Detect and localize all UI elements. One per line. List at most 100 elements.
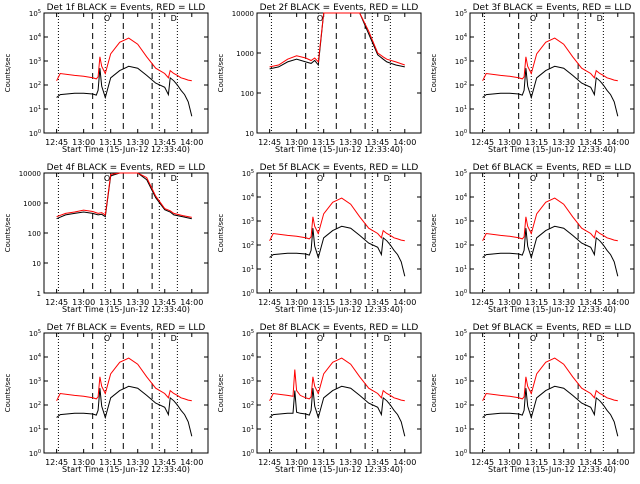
y-tick-exponent: 0: [464, 129, 467, 135]
y-tick-label: 100: [29, 129, 41, 138]
y-tick-label: 105: [29, 9, 41, 18]
x-tick-label: 12:45: [45, 138, 68, 147]
y-tick-label: 104: [242, 353, 254, 362]
y-tick-label: 101: [29, 105, 41, 114]
y-tick-label: 101: [455, 105, 467, 114]
square-marker: D: [384, 174, 390, 183]
y-tick-label: 102: [455, 241, 467, 250]
y-tick-exponent: 4: [38, 33, 41, 39]
y-tick-exponent: 4: [251, 193, 254, 199]
circle-marker: O: [104, 14, 110, 23]
x-tick-label: 13:30: [339, 138, 362, 147]
lld-series-line: [56, 357, 192, 402]
x-tick-label: 13:30: [339, 458, 362, 467]
square-marker: D: [171, 174, 177, 183]
x-tick-label: 13:45: [579, 138, 602, 147]
y-tick-label: 1000: [23, 200, 41, 208]
chart-title: Det 7f BLACK = Events, RED = LLD: [47, 323, 206, 333]
y-tick-label: 1000: [236, 50, 254, 58]
events-series-line: [269, 225, 406, 277]
plot-frame: [43, 172, 209, 294]
x-tick-label: 13:15: [99, 458, 122, 467]
y-tick-exponent: 1: [38, 105, 41, 111]
lld-series-line: [269, 357, 405, 402]
circle-marker: O: [317, 174, 323, 183]
circle-marker: O: [530, 14, 536, 23]
y-tick-label: 101: [29, 425, 41, 434]
x-axis-label: Start Time (15-Jun-12 12:33:40): [62, 465, 190, 474]
chart-panel-2: Det 2f BLACK = Events, RED = LLD 10 100 100…: [217, 3, 422, 154]
y-tick-exponent: 1: [464, 265, 467, 271]
x-tick-label: 12:45: [258, 138, 281, 147]
y-tick-exponent: 4: [464, 353, 467, 359]
y-tick-label: 100: [455, 289, 467, 298]
lld-series-line: [56, 172, 192, 218]
x-axis-label: Start Time (15-Jun-12 12:33:40): [275, 305, 403, 314]
x-tick-label: 13:45: [579, 298, 602, 307]
y-tick-label: 102: [242, 401, 254, 410]
y-tick-label: 104: [455, 193, 467, 202]
y-tick-exponent: 1: [251, 425, 254, 431]
chart-panel-8: Det 8f BLACK = Events, RED = LLD10010110…: [217, 323, 422, 474]
plot-frame: [43, 12, 209, 134]
y-axis-label: Counts/sec: [217, 214, 225, 253]
y-tick-label: 10000: [232, 10, 254, 18]
plot-frame: [469, 332, 635, 454]
y-axis-label: Counts/sec: [430, 374, 438, 413]
lld-series-line: [269, 197, 405, 242]
y-tick-exponent: 2: [464, 401, 467, 407]
y-tick-exponent: 2: [464, 81, 467, 87]
chart-title: Det 3f BLACK = Events, RED = LLD: [473, 3, 632, 13]
x-axis-label: Start Time (15-Jun-12 12:33:40): [62, 145, 190, 154]
events-series-line: [56, 385, 193, 437]
x-tick-label: 13:00: [498, 458, 521, 467]
y-tick-label: 103: [29, 377, 41, 386]
y-tick-label: 100: [241, 90, 254, 98]
y-tick-exponent: 1: [464, 105, 467, 111]
y-tick-exponent: 4: [38, 353, 41, 359]
y-tick-label: 105: [242, 329, 254, 338]
y-tick-exponent: 5: [38, 9, 41, 15]
y-tick-exponent: 3: [464, 377, 467, 383]
square-marker: D: [597, 334, 603, 343]
y-tick-label: 105: [242, 169, 254, 178]
y-tick-label: 104: [455, 353, 467, 362]
y-tick-label: 103: [455, 217, 467, 226]
y-tick-exponent: 2: [38, 401, 41, 407]
y-tick-exponent: 5: [251, 329, 254, 335]
x-tick-label: 13:30: [552, 298, 575, 307]
y-tick-label: 10: [245, 130, 254, 138]
chart-panel-3: Det 3f BLACK = Events, RED = LLD10010110…: [430, 3, 635, 154]
x-tick-label: 13:15: [525, 138, 548, 147]
x-tick-label: 14:00: [180, 298, 203, 307]
x-axis-label: Start Time (15-Jun-12 12:33:40): [275, 465, 403, 474]
x-tick-label: 12:45: [258, 458, 281, 467]
x-tick-label: 13:30: [126, 298, 149, 307]
y-tick-label: 103: [242, 377, 254, 386]
x-tick-label: 13:30: [339, 298, 362, 307]
x-tick-label: 12:45: [471, 458, 494, 467]
y-tick-exponent: 5: [251, 169, 254, 175]
x-tick-label: 13:15: [525, 458, 548, 467]
x-tick-label: 13:15: [99, 298, 122, 307]
y-tick-label: 104: [242, 193, 254, 202]
y-tick-label: 100: [242, 449, 254, 458]
chart-panel-5: Det 5f BLACK = Events, RED = LLD10010110…: [217, 163, 422, 314]
y-axis-label: Counts/sec: [4, 54, 12, 93]
y-tick-exponent: 4: [464, 193, 467, 199]
x-tick-label: 13:45: [366, 458, 389, 467]
y-tick-label: 102: [455, 401, 467, 410]
y-tick-label: 102: [29, 81, 41, 90]
x-tick-label: 14:00: [180, 138, 203, 147]
y-tick-exponent: 1: [464, 425, 467, 431]
x-tick-label: 12:45: [45, 298, 68, 307]
x-tick-label: 14:00: [393, 138, 416, 147]
lld-series-line: [482, 357, 618, 402]
circle-marker: O: [104, 334, 110, 343]
x-tick-label: 13:30: [552, 458, 575, 467]
events-series-line: [482, 225, 619, 277]
plot-frame: [43, 332, 209, 454]
chart-panel-6: Det 6f BLACK = Events, RED = LLD10010110…: [430, 163, 635, 314]
y-tick-exponent: 5: [38, 329, 41, 335]
x-tick-label: 13:00: [72, 298, 95, 307]
